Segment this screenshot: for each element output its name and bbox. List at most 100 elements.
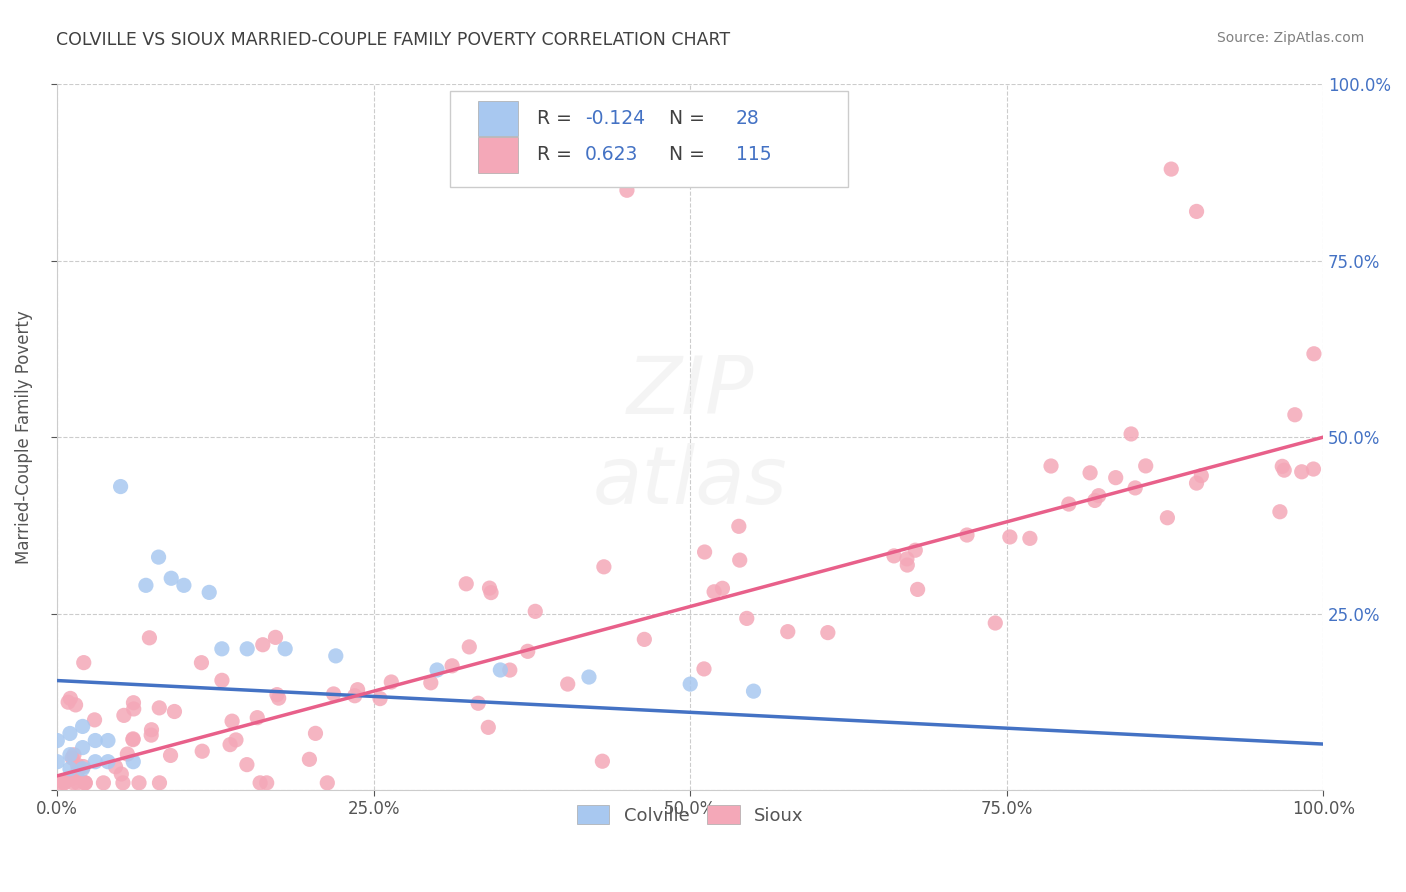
Point [1018,532,1040,546]
Point [221,714,243,728]
Point [304,726,326,740]
Point [456,576,478,591]
Point [148,550,170,565]
Point [703,584,725,599]
Point [264,631,287,645]
Point [524,604,547,618]
Point [479,585,502,599]
Point [998,530,1021,544]
Point [742,684,765,698]
Point [104,760,127,774]
Point [907,582,929,597]
Point [1272,463,1295,477]
Point [72,759,94,773]
FancyBboxPatch shape [478,137,517,173]
Point [478,581,501,595]
Y-axis label: Married-Couple Family Poverty: Married-Couple Family Poverty [15,310,32,564]
Text: ZIP
atlas: ZIP atlas [593,353,787,521]
Point [316,776,339,790]
Point [1160,162,1182,177]
Point [55,773,77,788]
Point [62,776,84,790]
Point [419,675,441,690]
Point [62,772,84,786]
Text: 0.623: 0.623 [585,145,638,164]
Point [557,677,579,691]
Point [904,543,927,558]
Text: Source: ZipAtlas.com: Source: ZipAtlas.com [1216,31,1364,45]
Point [477,720,499,734]
Point [72,740,94,755]
Point [66,758,89,772]
Point [72,719,94,733]
Point [138,631,160,645]
Point [73,776,96,790]
Point [817,625,839,640]
Point [219,738,242,752]
Text: 115: 115 [735,145,772,164]
Point [1185,204,1208,219]
Point [368,691,391,706]
Point [256,776,278,790]
Point [52,776,75,790]
Point [711,582,734,596]
Text: R =: R = [537,145,578,164]
Point [1268,505,1291,519]
Point [984,615,1007,630]
Point [252,638,274,652]
Text: COLVILLE VS SIOUX MARRIED-COUPLE FAMILY POVERTY CORRELATION CHART: COLVILLE VS SIOUX MARRIED-COUPLE FAMILY … [56,31,730,49]
Point [1123,481,1146,495]
Point [1302,462,1324,476]
Text: -0.124: -0.124 [585,109,645,128]
Point [148,776,170,790]
Point [467,696,489,710]
Point [65,698,87,712]
Point [776,624,799,639]
Point [322,687,344,701]
Point [298,752,321,766]
Point [633,632,655,647]
Point [163,705,186,719]
Point [211,673,233,688]
Point [267,691,290,706]
Point [211,641,233,656]
Point [593,559,616,574]
Point [693,662,716,676]
Point [1303,347,1326,361]
Point [1078,466,1101,480]
Text: N =: N = [658,145,711,164]
Point [111,776,134,790]
Point [60,751,83,765]
Point [346,682,368,697]
Text: N =: N = [658,109,711,128]
Point [441,658,464,673]
Point [198,585,221,599]
Point [1271,459,1294,474]
Point [73,776,96,790]
FancyBboxPatch shape [478,101,517,136]
Point [191,744,214,758]
Point [1040,458,1063,473]
Point [1185,476,1208,491]
Point [1084,493,1107,508]
Point [1156,510,1178,524]
Point [122,731,145,746]
Point [578,670,600,684]
Point [59,747,82,762]
Point [343,689,366,703]
Point [75,776,97,790]
Point [1119,427,1142,442]
Point [46,733,69,747]
Point [66,776,89,790]
Point [225,732,247,747]
Point [112,708,135,723]
Point [173,578,195,592]
Point [110,767,132,781]
Text: 28: 28 [735,109,759,128]
Point [122,696,145,710]
Point [1135,458,1157,473]
Point [122,755,145,769]
Point [97,733,120,747]
Point [591,754,613,768]
Point [896,552,918,566]
